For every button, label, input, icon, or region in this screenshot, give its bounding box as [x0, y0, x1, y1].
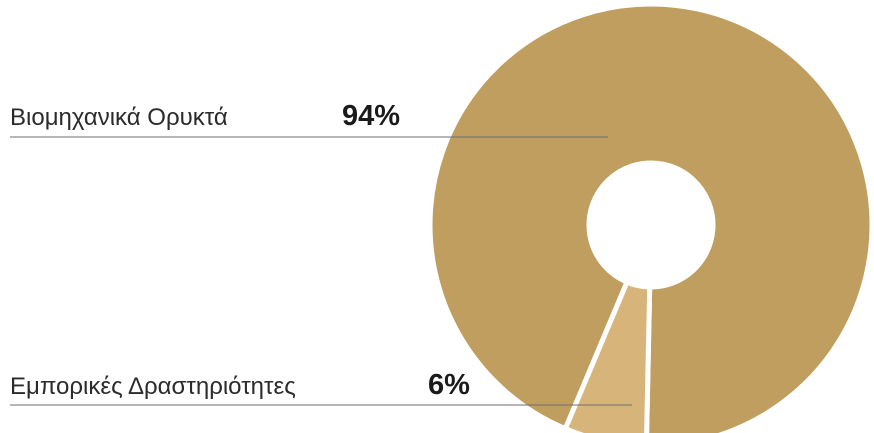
slice-commercial-activities — [562, 278, 653, 433]
slice-industrial-minerals — [427, 1, 874, 433]
value-label-commercial-activities: 6% — [428, 369, 470, 401]
value-label-industrial-minerals: 94% — [342, 100, 400, 132]
slice-label-commercial-activities: Εμπορικές Δραστηριότητες — [10, 373, 296, 400]
slice-label-industrial-minerals: Βιομηχανικά Ορυκτά — [10, 104, 228, 131]
donut-slices — [427, 1, 874, 433]
